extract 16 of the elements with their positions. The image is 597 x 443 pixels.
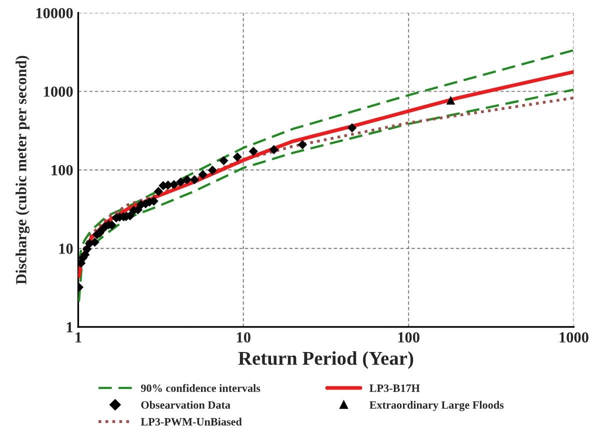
legend-label: Extraordinary Large Floods — [370, 400, 504, 412]
x-tick-label: 1 — [76, 332, 82, 342]
x-tick-label: 1000 — [560, 332, 588, 343]
x-tick-label: 10 — [236, 332, 250, 343]
y-axis-title: Discharge (cubic meter per second) — [16, 56, 30, 284]
y-tick-label: 1 — [66, 322, 73, 332]
y-tick-label: 1000 — [44, 86, 73, 97]
legend-label: LP3-B17H — [370, 384, 420, 392]
y-tick-label: 100 — [52, 165, 73, 176]
legend-label: LP3-PWM-UnBiased — [140, 418, 242, 426]
legend-label: 90% confidence intervals — [141, 384, 260, 392]
y-tick-label: 10 — [59, 244, 73, 254]
x-tick-label: 100 — [398, 332, 420, 343]
legend-label: Obsearvation Data — [141, 400, 230, 409]
x-axis-title: Return Period (Year) — [238, 351, 414, 369]
y-tick-label: 10000 — [36, 8, 73, 18]
